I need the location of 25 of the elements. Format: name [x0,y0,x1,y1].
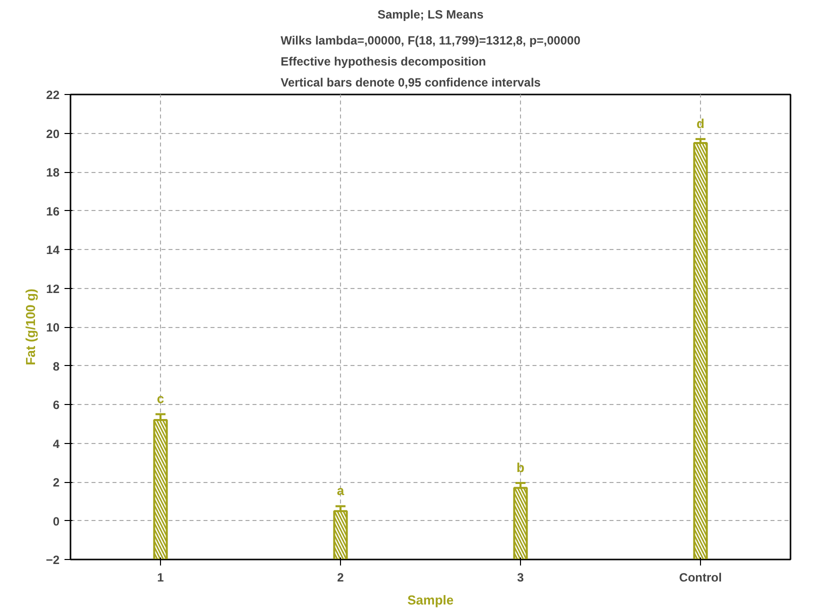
y-tick-label: 0 [52,514,60,528]
y-tick-label: 10 [46,320,60,334]
y-tick-label: 20 [46,126,60,141]
chart-subtitle: Wilks lambda=,00000, F(18, 11,799)=1312,8, p=,00000 Effective hypothesis decomposition Vertical bars denote 0,95 confidence intervals [280,34,581,90]
annotation: d [696,116,705,132]
x-tick-label: 1 [157,570,164,584]
y-tick-label: 18 [46,166,60,180]
y-tick-label: 4 [52,436,60,451]
x-tick-label: Control [679,570,722,584]
y-tick-label: 8 [52,359,60,374]
y-tick-label: 2 [52,476,60,490]
annotation: b [516,460,525,475]
y-tick-label: −2 [46,553,60,567]
annotation: c [156,391,164,406]
y-tick-label: 12 [46,282,60,296]
chart-title: Sample; LS Means [377,8,484,22]
y-tick-label: 16 [46,204,60,218]
y-tick-label: 22 [46,88,60,102]
y-axis-title: Fat (g/100 g) [22,288,38,366]
x-tick-label: 3 [517,570,524,584]
x-axis-title: Sample [407,592,454,608]
x-tick-label: 2 [337,570,344,584]
annotation: a [336,483,345,498]
y-tick-label: 6 [52,398,60,412]
y-tick-label: 14 [46,243,60,257]
